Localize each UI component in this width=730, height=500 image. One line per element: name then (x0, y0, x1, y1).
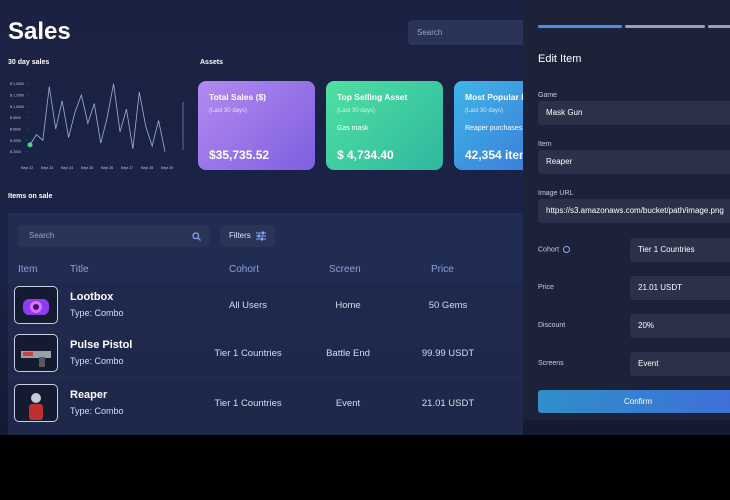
y-tick-label: $ 1,2000 (10, 94, 24, 98)
y-tick-label: $ 1,4000 (10, 82, 24, 86)
card-period: (Last 30 days) (209, 108, 248, 114)
step-bar (625, 25, 705, 28)
item-title: Pulse Pistol (70, 339, 133, 351)
field-label: Discount (538, 322, 565, 329)
y-tick-label: $ 1,0000 (10, 105, 24, 109)
start-point (27, 142, 33, 148)
column-header: Cohort (229, 264, 260, 275)
x-tick-label: Sept 27 (121, 166, 133, 170)
thumbnail-art (23, 299, 49, 315)
item-title: Reaper (70, 389, 108, 401)
field-label: Cohort (538, 246, 571, 254)
item-thumbnail (14, 286, 58, 324)
x-tick-label: Sept 23 (41, 166, 53, 170)
edit-panel: Edit Item Game Mask Gun Item Reaper Image UR… (523, 0, 730, 420)
item-type: Type: Combo (70, 308, 124, 318)
field-input[interactable]: 20% (630, 314, 730, 338)
card-value: $ 4,734.40 (337, 148, 394, 162)
sales-chart: $ 1,4000 $ 1,2000 $ 1,0000 $ 8000 $ 6000 $ 40… (10, 82, 184, 170)
field-input[interactable]: Reaper (538, 150, 730, 174)
item-thumbnail (14, 384, 58, 422)
filters-icon (256, 231, 266, 241)
sales-line (29, 83, 166, 152)
column-header: Item (18, 264, 38, 275)
card-value: $35,735.52 (209, 148, 270, 162)
asset-card: Total Sales ($) (Last 30 days) $35,735.52 (198, 81, 315, 170)
field-input[interactable]: https://s3.amazonaws.com/bucket/path/ima… (538, 199, 730, 223)
x-tick-label: Sept 25 (81, 166, 93, 170)
chart-title: 30 day sales (8, 59, 50, 66)
item-title: Lootbox (70, 291, 114, 303)
filters-button[interactable]: Filters (220, 225, 275, 247)
card-title: Total Sales ($) (209, 92, 266, 102)
item-thumbnail (14, 334, 58, 372)
field-label: Game (538, 92, 558, 99)
column-header: Screen (329, 264, 361, 275)
field-label: Price (538, 284, 554, 291)
x-tick-label: Sept 29 (161, 166, 173, 170)
field-input[interactable]: Event (630, 352, 730, 376)
assets-title: Assets (200, 59, 223, 66)
column-header: Price (431, 264, 454, 275)
x-tick-label: Sept 22 (21, 166, 33, 170)
items-title: Items on sale (8, 193, 53, 200)
card-value: 42,354 items (465, 148, 537, 162)
y-tick-label: $ 4000 (10, 139, 21, 143)
item-cohort: All Users (228, 300, 267, 311)
asset-card: Top Selling Asset (Last 30 days) Gas mask $… (326, 81, 443, 170)
item-screen: Battle End (326, 348, 370, 359)
field-input[interactable]: Tier 1 Countries (630, 238, 730, 262)
thumbnail-art (29, 393, 43, 420)
field-label-text: Discount (538, 322, 566, 329)
item-price: 21.01 USDT (421, 398, 475, 409)
item-cohort: Tier 1 Countries (214, 348, 282, 359)
card-title: Most Popular Item (465, 92, 539, 102)
card-period: (Last 30 days) (465, 108, 504, 114)
field-input[interactable]: 21.01 USDT (630, 276, 730, 300)
item-type: Type: Combo (70, 356, 124, 366)
field-label-text: Price (538, 284, 554, 291)
search-icon (192, 232, 201, 241)
item-price: 50 Gems (428, 300, 468, 311)
x-tick-label: Sept 28 (141, 166, 153, 170)
field-label: Image URL (538, 190, 574, 197)
x-tick-label: Sept 26 (101, 166, 113, 170)
card-subtitle: Reaper purchases (465, 125, 523, 132)
y-tick-label: $ 6000 (10, 128, 21, 132)
column-header: Title (70, 264, 89, 275)
confirm-button[interactable]: Confirm (538, 390, 730, 413)
item-screen: Home (335, 300, 361, 311)
info-icon (563, 246, 571, 253)
item-cohort: Tier 1 Countries (214, 398, 282, 409)
panel-title: Edit Item (538, 53, 582, 65)
field-label-text: Cohort (538, 246, 560, 254)
search-input[interactable]: Search (408, 20, 528, 45)
item-screen: Event (335, 398, 361, 409)
item-row[interactable]: Pulse Pistol Type: Combo Tier 1 Countries B… (8, 330, 523, 376)
field-input[interactable]: Mask Gun (538, 101, 730, 125)
item-row[interactable]: Reaper Type: Combo Tier 1 Countries Event 21… (8, 380, 523, 426)
card-period: (Last 30 days) (337, 108, 376, 114)
step-bar (538, 25, 622, 28)
step-bar (708, 25, 730, 28)
item-row[interactable]: Lootbox Type: Combo All Users Home 50 Gems (8, 282, 523, 328)
items-search[interactable]: Search (18, 225, 210, 247)
y-tick-label: $ 8000 (10, 116, 21, 120)
x-tick-label: Sept 24 (61, 166, 73, 170)
card-title: Top Selling Asset (337, 92, 408, 102)
filters-text: Filters (229, 231, 251, 240)
item-price: 99.99 USDT (421, 348, 475, 359)
y-tick-label: $ 2000 (10, 150, 21, 154)
thumbnail-art (21, 351, 51, 367)
item-type: Type: Combo (70, 406, 124, 416)
field-label: Screens (538, 360, 564, 367)
field-label-text: Screens (538, 360, 564, 367)
field-label: Item (538, 141, 552, 148)
card-subtitle: Gas mask (337, 125, 369, 132)
items-search-text: Search (29, 231, 55, 240)
page-title: Sales (8, 18, 71, 45)
